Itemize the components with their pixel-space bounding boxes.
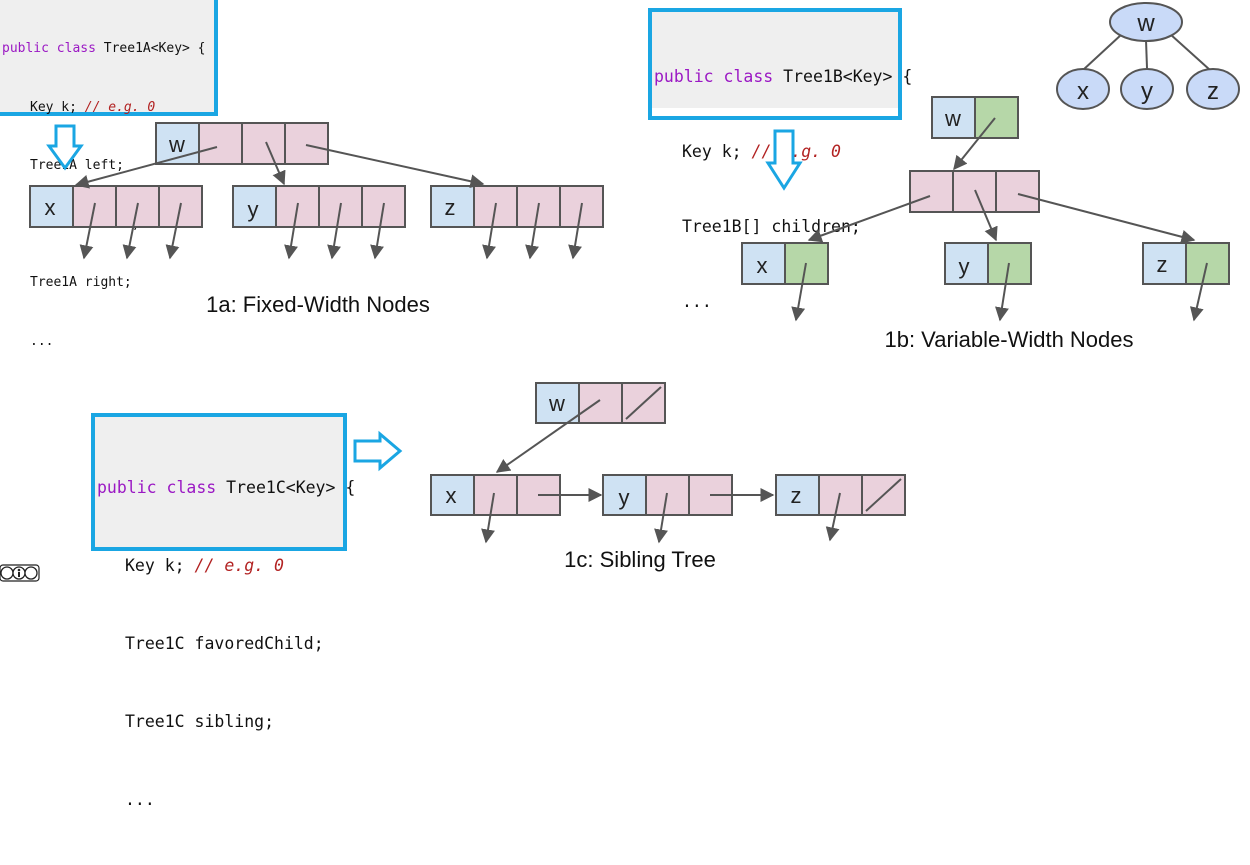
node-label: z [445,195,456,220]
cc-icon [0,566,14,580]
pointer-arrow [481,492,495,544]
pointer-arrow [482,202,497,260]
pointer-arrow [525,202,540,260]
pointer-arrow [74,146,218,189]
tree-node [1056,68,1110,110]
tree-diagrams: w x y z 1a: Fixed-Width Nodes w x y z [0,2,1240,582]
pointer-arrow [807,195,931,243]
node-label: z [791,483,802,508]
tree-node [1186,68,1240,110]
sibling-tree-diagram [430,382,906,544]
key-cell [602,474,647,516]
pointer-arrow [305,144,485,189]
tree-node [1120,68,1174,110]
pointer-arrow [568,202,583,260]
pointer-cell [578,382,623,424]
abstract-tree [1056,2,1240,110]
pointer-arrow [370,202,385,260]
right-arrow-icon [353,430,403,472]
caption-sibling-tree: 1c: Sibling Tree [564,547,716,572]
node-label: y [248,197,259,222]
node-label: z [1207,78,1219,105]
pointer-arrow [79,202,96,260]
pointer-arrow [495,399,601,473]
children-cell [974,96,1019,139]
pointer-arrow [654,492,668,544]
pointer-cell [241,122,286,165]
pointer-arrow [791,262,807,322]
null-slash [625,386,662,420]
pointer-cell [473,474,518,516]
array-cell [952,170,997,213]
pointer-arrow [327,202,342,260]
key-cell [775,474,820,516]
node-label: x [446,483,457,508]
null-slash [865,478,902,512]
pointer-cell [198,122,243,165]
pointer-arrow [974,189,998,242]
key-cell [29,185,74,228]
node-label: w [1136,10,1155,37]
code-box-tree1c: public class Tree1C<Key> { Key k; // e.g… [91,413,355,809]
tree-node [1109,2,1183,42]
nc-sa-icon [24,566,38,580]
code-box-tree1b: public class Tree1B<Key> { Key k; // e.g… [648,8,912,311]
node-label: w [944,106,961,131]
pointer-arrow [995,262,1010,322]
node-label: w [548,391,565,416]
pointer-arrow [1189,262,1208,322]
pointer-arrow [953,117,996,171]
pointer-arrow [1017,193,1196,244]
node-label: x [45,195,56,220]
pointer-arrow [265,141,286,186]
pointer-arrow [122,202,139,260]
key-cell [741,242,786,285]
pointer-arrow [165,202,182,260]
node-label: y [959,254,970,279]
cc-license-badge [0,564,40,582]
down-arrow-icon [765,129,803,191]
code-listing-tree1b: public class Tree1B<Key> { Key k; // e.g… [652,12,912,311]
node-label: x [1077,78,1089,105]
caption-variable-width: 1b: Variable-Width Nodes [884,327,1133,352]
array-cell [995,170,1040,213]
children-cell [784,242,829,285]
fixed-width-diagram [29,122,604,260]
variable-width-diagram [741,96,1230,322]
caption-fixed-width: 1a: Fixed-Width Nodes [206,292,430,317]
pointer-arrow [825,492,841,542]
node-label: w [168,132,185,157]
node-label: y [619,485,630,510]
node-label: y [1141,78,1153,105]
key-cell [944,242,989,285]
node-label: x [757,253,768,278]
pointer-cell [284,122,329,165]
down-arrow-icon [46,124,84,171]
key-cell [430,185,475,228]
node-label: z [1157,252,1168,277]
array-cell [909,170,954,213]
pointer-arrow [284,202,299,260]
